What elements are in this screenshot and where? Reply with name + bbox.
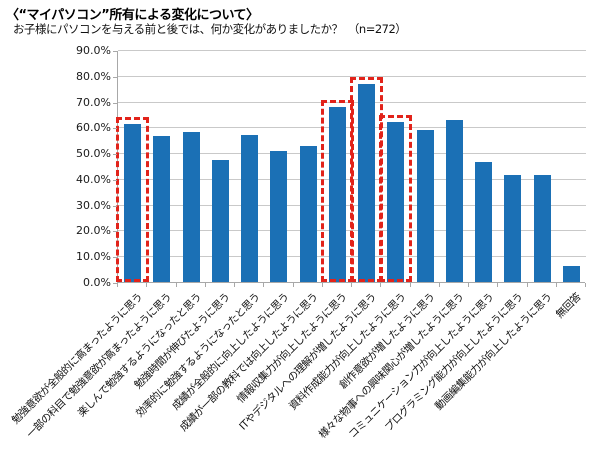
bar	[328, 107, 346, 282]
bar	[504, 175, 522, 282]
x-axis-category-label: 様々な物事への興味関心が増したように思う	[316, 291, 467, 441]
highlight-box	[350, 77, 384, 282]
x-axis-tick	[351, 283, 352, 287]
highlight-box	[116, 117, 150, 282]
y-axis-tick-label: 20.0%	[76, 224, 111, 238]
chart-title: 〈“マイパソコン”所有による変化について〉	[6, 8, 259, 23]
y-axis-tick-label: 50.0%	[76, 147, 111, 161]
bar	[533, 175, 551, 282]
x-axis-category-label: プログラミング能力が向上したように思う	[382, 291, 526, 434]
bar	[445, 120, 463, 282]
x-axis-tick	[497, 283, 498, 287]
bar	[299, 146, 317, 282]
x-axis-category-label: ITやデジタルへの理解が増したように思う	[237, 291, 380, 433]
y-axis-tick-label: 70.0%	[76, 95, 111, 109]
gridline	[118, 75, 586, 77]
x-axis-category-label: 成績が全般的に向上したように思う	[169, 291, 292, 413]
bar	[416, 130, 434, 282]
gridline	[118, 50, 586, 51]
x-axis-tick	[146, 283, 147, 287]
x-axis-category-label: 資料作成能力が向上したように思う	[286, 291, 409, 413]
x-axis-tick	[176, 283, 177, 287]
y-axis-tick-label: 10.0%	[76, 250, 111, 264]
bar	[270, 151, 288, 282]
bar	[241, 135, 259, 282]
x-axis-category-label: 情報収集力が向上したように思う	[235, 291, 350, 406]
x-axis-category-label: 一部の科目で勉強意欲が高まったように思う	[24, 291, 175, 441]
x-axis-tick	[234, 283, 235, 287]
x-axis-tick	[556, 283, 557, 287]
x-axis-tick	[410, 283, 411, 287]
x-axis-tick	[527, 283, 528, 287]
x-axis-category-label: 動画編集能力が向上したように思う	[432, 291, 555, 413]
x-axis-category-label: 無回答	[554, 291, 584, 321]
bar	[475, 162, 493, 282]
plot-area	[116, 50, 586, 283]
x-axis-category-label: 勉強時間が伸びたように思う	[132, 291, 233, 392]
y-axis-tick-label: 80.0%	[76, 69, 111, 83]
chart-subtitle: お子様にパソコンを与える前と後では、何か変化がありましたか？ （n=272）	[13, 22, 407, 36]
x-axis-category-label: 勉強意欲が全般的に高まったように思う	[9, 291, 146, 427]
highlight-box	[379, 115, 413, 282]
y-axis-tick-label: 90.0%	[76, 44, 111, 57]
y-axis-tick-label: 30.0%	[76, 198, 111, 212]
y-axis-tick-label: 60.0%	[76, 121, 111, 135]
highlight-box	[320, 100, 354, 282]
x-axis-tick	[263, 283, 264, 287]
x-axis-tick	[468, 283, 469, 287]
bar	[153, 136, 171, 282]
x-axis-category-label: 効率的に勉強するようになったと思う	[133, 291, 263, 420]
x-axis-category-label: 楽しんで勉強するようになったと思う	[75, 291, 204, 420]
bar	[358, 84, 376, 282]
y-axis-tick-label: 40.0%	[76, 172, 111, 186]
x-axis-tick	[439, 283, 440, 287]
bar	[387, 122, 405, 282]
y-axis-tick	[113, 283, 117, 284]
x-axis-tick	[117, 283, 118, 287]
y-axis-tick-label: 0.0%	[83, 276, 111, 289]
x-axis-tick	[585, 283, 586, 287]
x-axis-tick	[205, 283, 206, 287]
x-axis-category-label: 創作意欲が増したように思う	[337, 291, 438, 392]
bar	[124, 124, 142, 282]
x-axis-tick	[293, 283, 294, 287]
x-axis-tick	[380, 283, 381, 287]
x-axis-category-label: 成績が一部の教科では向上したように思う	[177, 291, 321, 434]
bar	[211, 160, 229, 282]
x-axis-category-label: コミュニケーション力が向上したように思う	[346, 291, 497, 441]
bar	[182, 132, 200, 282]
bar	[562, 266, 580, 282]
x-axis-tick	[322, 283, 323, 287]
